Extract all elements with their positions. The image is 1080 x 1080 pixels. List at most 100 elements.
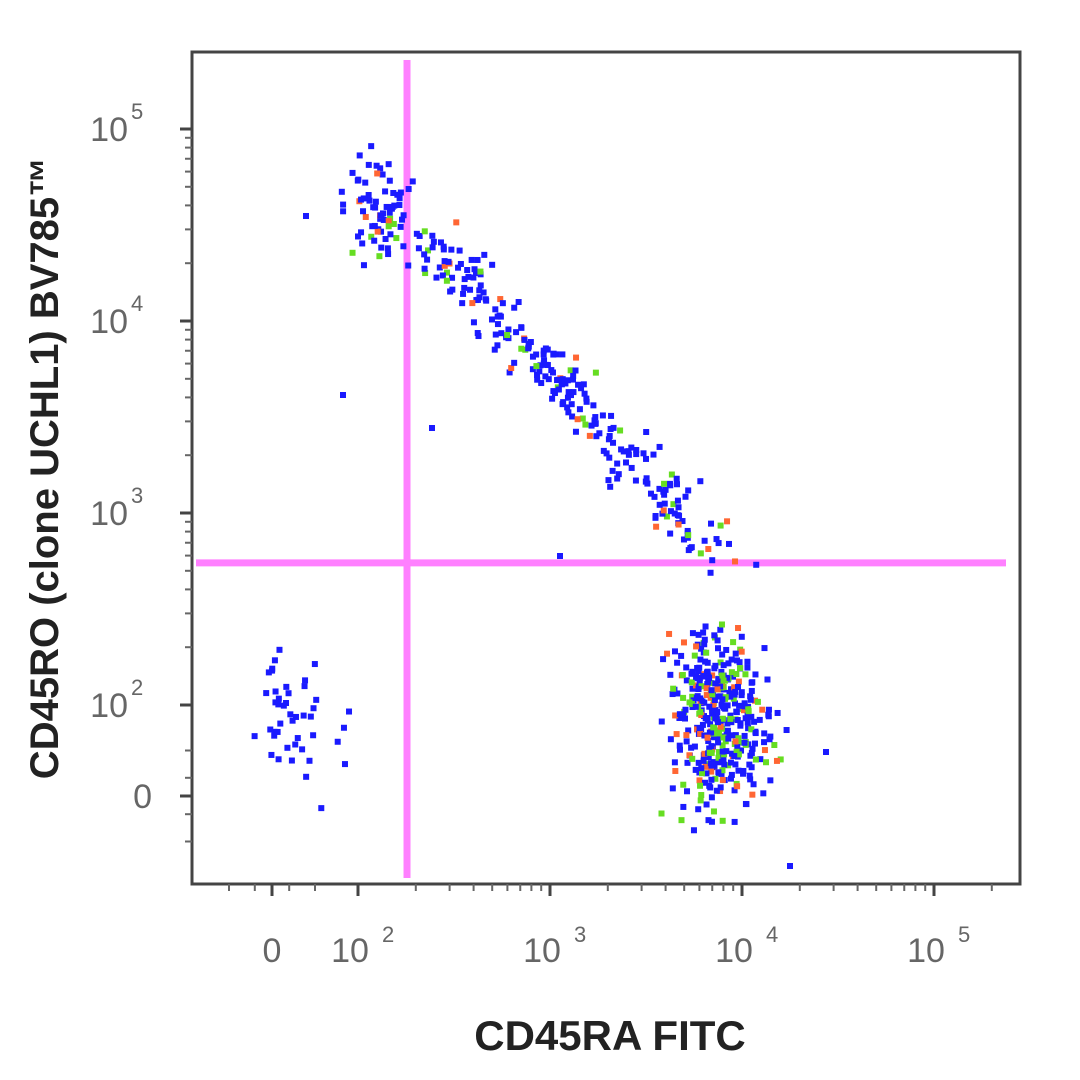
event-dot — [771, 741, 778, 748]
event-dot — [443, 277, 450, 284]
event-dot — [356, 152, 363, 159]
event-dot — [575, 381, 582, 388]
event-dot — [676, 711, 683, 718]
event-dot — [506, 369, 513, 376]
event-dot — [701, 636, 708, 643]
event-dot — [717, 522, 724, 529]
x-tick-label: 10 — [523, 932, 561, 970]
event-dot — [303, 213, 309, 219]
event-dot — [728, 719, 735, 726]
event-dot — [701, 641, 708, 648]
event-dot — [574, 416, 581, 423]
event-dot — [340, 201, 347, 208]
event-dot — [757, 756, 764, 763]
event-dot — [684, 788, 691, 795]
event-dot — [658, 810, 665, 817]
event-dot — [695, 686, 702, 693]
event-dot — [662, 486, 669, 493]
event-dot — [682, 493, 689, 500]
event-dot — [518, 324, 525, 331]
event-dot — [680, 694, 687, 701]
event-dot — [385, 223, 392, 230]
event-dot — [449, 286, 456, 293]
event-dot — [579, 415, 586, 422]
event-dot — [285, 690, 292, 697]
event-dot — [719, 651, 726, 658]
event-dot — [275, 695, 282, 702]
event-dot — [692, 703, 699, 710]
event-dot — [643, 475, 650, 482]
event-dot — [269, 667, 276, 674]
event-dot — [740, 707, 747, 714]
event-dot — [724, 518, 731, 525]
event-dot — [727, 715, 734, 722]
event-dot — [592, 369, 599, 376]
event-dot — [564, 377, 571, 384]
event-dot — [439, 272, 446, 279]
event-dot — [700, 757, 707, 764]
event-dot — [540, 351, 547, 358]
y-tick-label: 10 — [90, 111, 128, 149]
event-dot — [720, 662, 727, 669]
x-tick-exponent: 2 — [382, 922, 394, 947]
event-dot — [415, 245, 422, 252]
event-dot — [689, 693, 696, 700]
event-dot — [697, 478, 704, 485]
event-dot — [441, 258, 448, 265]
event-dot — [678, 817, 685, 824]
event-dot — [605, 477, 612, 484]
event-dot — [678, 652, 685, 659]
event-dot — [628, 464, 635, 471]
event-dot — [725, 660, 732, 667]
event-dot — [717, 784, 724, 791]
event-dot — [277, 720, 284, 727]
event-dot — [284, 744, 291, 751]
event-dot — [702, 763, 709, 770]
event-dot — [691, 652, 698, 659]
event-dot — [689, 685, 696, 692]
event-dot — [534, 376, 541, 383]
event-dot — [656, 485, 663, 492]
event-dot — [724, 674, 731, 681]
event-dot — [698, 645, 705, 652]
event-dot — [748, 726, 755, 733]
event-dot — [581, 390, 588, 397]
event-dot — [302, 677, 309, 684]
event-dot — [693, 673, 700, 680]
event-dot — [701, 750, 708, 757]
event-dot — [715, 645, 722, 652]
event-dot — [586, 432, 593, 439]
event-dot — [393, 235, 400, 242]
event-dot — [582, 421, 589, 428]
event-dot — [738, 689, 745, 696]
event-dot — [396, 195, 403, 202]
event-dot — [674, 512, 681, 519]
event-dot — [702, 658, 709, 665]
event-dot — [735, 678, 742, 685]
event-dot — [707, 784, 714, 791]
event-dot — [368, 143, 375, 150]
event-dot — [663, 513, 670, 520]
event-dot — [727, 712, 734, 719]
event-dot — [706, 749, 713, 756]
event-dot — [660, 656, 667, 663]
event-dot — [709, 557, 716, 564]
event-dot — [445, 258, 452, 265]
event-dot — [396, 202, 403, 209]
event-dot — [731, 752, 738, 759]
event-dot — [578, 385, 585, 392]
event-dots — [251, 143, 829, 869]
event-dot — [717, 723, 724, 730]
event-dot — [372, 198, 379, 205]
event-dot — [742, 715, 749, 722]
event-dot — [719, 715, 726, 722]
event-dot — [717, 626, 724, 633]
event-dot — [483, 297, 490, 304]
event-dot — [550, 388, 557, 395]
event-dot — [362, 179, 369, 186]
event-dot — [728, 656, 735, 663]
event-dot — [749, 791, 756, 798]
event-dot — [667, 671, 674, 678]
event-dot — [538, 380, 545, 387]
